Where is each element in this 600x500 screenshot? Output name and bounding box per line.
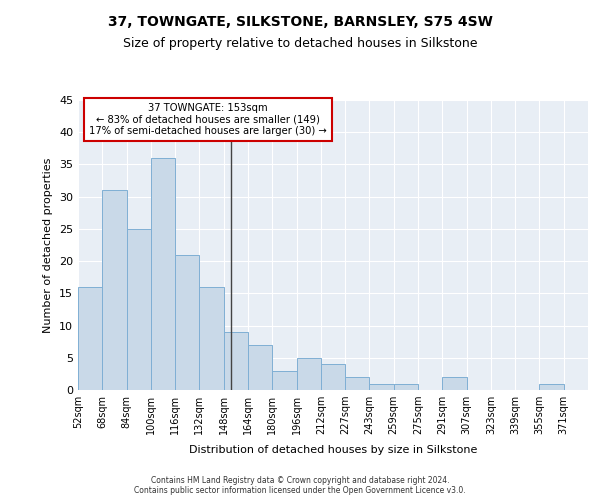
Bar bbox=[127, 229, 151, 390]
Bar bbox=[370, 384, 394, 390]
Text: 37, TOWNGATE, SILKSTONE, BARNSLEY, S75 4SW: 37, TOWNGATE, SILKSTONE, BARNSLEY, S75 4… bbox=[107, 15, 493, 29]
Text: 37 TOWNGATE: 153sqm
← 83% of detached houses are smaller (149)
17% of semi-detac: 37 TOWNGATE: 153sqm ← 83% of detached ho… bbox=[89, 103, 327, 136]
Text: Contains HM Land Registry data © Crown copyright and database right 2024.
Contai: Contains HM Land Registry data © Crown c… bbox=[134, 476, 466, 495]
Bar bbox=[78, 287, 102, 390]
X-axis label: Distribution of detached houses by size in Silkstone: Distribution of detached houses by size … bbox=[189, 446, 477, 456]
Bar bbox=[272, 370, 296, 390]
Bar bbox=[296, 358, 321, 390]
Bar bbox=[394, 384, 418, 390]
Bar bbox=[151, 158, 175, 390]
Bar bbox=[321, 364, 345, 390]
Bar bbox=[442, 377, 467, 390]
Bar bbox=[224, 332, 248, 390]
Bar bbox=[539, 384, 564, 390]
Bar bbox=[199, 287, 224, 390]
Bar bbox=[175, 254, 199, 390]
Text: Size of property relative to detached houses in Silkstone: Size of property relative to detached ho… bbox=[123, 38, 477, 51]
Bar bbox=[102, 190, 127, 390]
Y-axis label: Number of detached properties: Number of detached properties bbox=[43, 158, 53, 332]
Bar bbox=[248, 345, 272, 390]
Bar bbox=[345, 377, 370, 390]
